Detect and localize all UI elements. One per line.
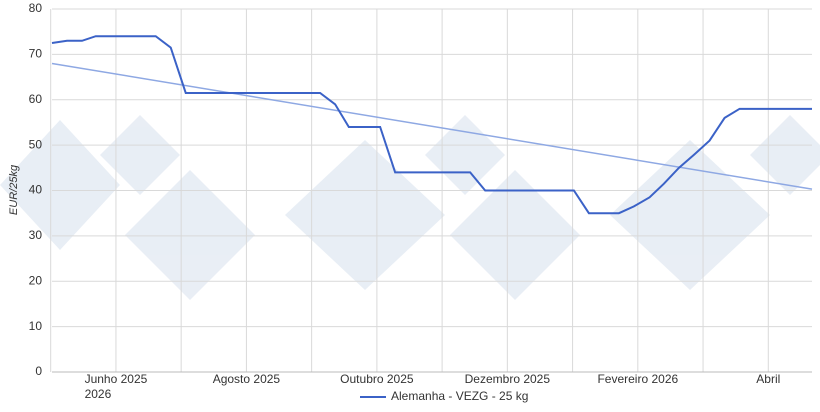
series-line bbox=[51, 35, 812, 215]
legend-label: Alemanha - VEZG - 25 kg bbox=[391, 389, 528, 403]
x-tick-label: Abril bbox=[756, 372, 780, 386]
watermark bbox=[0, 115, 820, 300]
y-axis-label: EUR/25kg bbox=[8, 164, 20, 215]
x-tick-label: Junho 2025 bbox=[85, 372, 148, 386]
y-tick-label: 80 bbox=[29, 1, 43, 15]
y-tick-label: 10 bbox=[29, 319, 43, 333]
y-tick-label: 40 bbox=[29, 183, 43, 197]
y-tick-label: 50 bbox=[29, 137, 43, 151]
y-tick-label: 70 bbox=[29, 47, 43, 61]
y-tick-label: 60 bbox=[29, 92, 43, 106]
trend-line bbox=[51, 62, 813, 190]
x-tick-label: Dezembro 2025 bbox=[465, 372, 551, 386]
x-tick-label: Agosto 2025 bbox=[213, 372, 281, 386]
x-tick-label: Outubro 2025 bbox=[340, 372, 414, 386]
y-tick-label: 0 bbox=[35, 364, 42, 378]
y-tick-label: 30 bbox=[29, 228, 43, 242]
x-tick-label: Fevereiro 2026 bbox=[597, 372, 678, 386]
x-tick-sublabel: 2026 bbox=[85, 387, 112, 401]
y-tick-label: 20 bbox=[29, 273, 43, 287]
